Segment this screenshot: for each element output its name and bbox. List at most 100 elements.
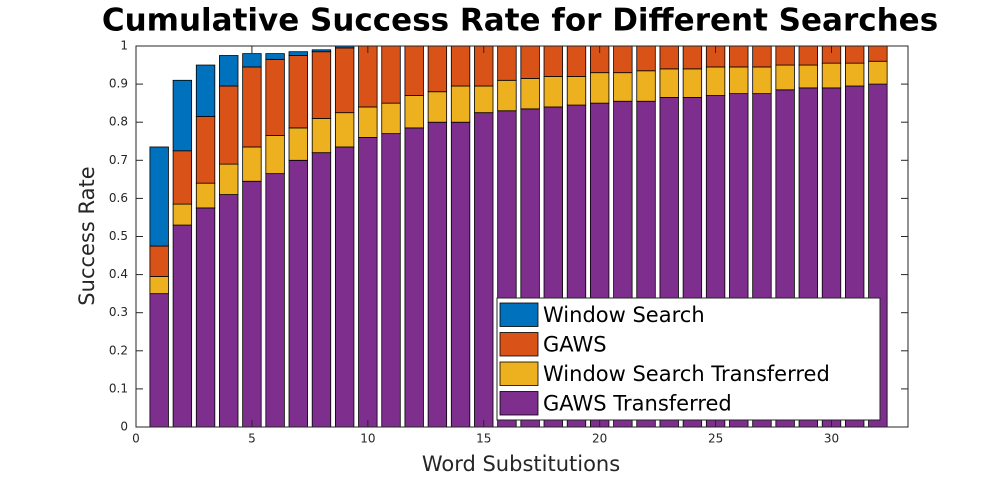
bar-segment [868,60,888,85]
bar-segment [613,72,633,102]
y-tick-label: 0.6 [109,191,128,205]
bar-segment [242,180,262,428]
x-tick-label: 0 [132,432,140,446]
bar-segment [265,173,285,428]
legend-label: GAWS Transferred [543,391,732,415]
bar-segment [288,127,308,161]
bar-segment [497,79,517,112]
bar-segment [566,45,587,77]
legend-label: Window Search [543,303,705,327]
bar-segment [543,76,563,108]
bar-segment [149,146,169,247]
bar-segment [242,146,262,182]
bar-segment [149,245,169,277]
legend-swatch [499,391,539,416]
bar-segment [427,121,448,428]
bar-segment [311,49,332,53]
bar-segment [219,55,239,87]
bar-segment [334,47,355,114]
bar-segment [682,45,703,70]
bar-segment [311,117,332,154]
y-tick-label: 0.9 [109,77,128,91]
bar-segment [427,91,448,123]
bar-segment [775,45,795,66]
bar-segment [172,150,193,205]
bar-segment [798,64,818,89]
bar-segment [242,53,262,68]
bar-segment [381,45,401,104]
bar-segment [358,137,378,428]
bar-segment [149,276,169,295]
x-tick-label: 15 [476,432,491,446]
bar-segment [195,182,216,209]
bar-segment [659,45,679,70]
y-tick-label: 0.7 [109,153,128,167]
legend-label: GAWS [543,332,607,356]
bar-segment [845,62,865,87]
bar-segment [288,55,308,129]
bar-segment [311,152,332,428]
bar-segment [288,159,308,428]
bar-segment [172,203,193,226]
x-tick-label: 30 [824,432,839,446]
bar-segment [729,66,749,95]
y-tick-label: 0.2 [109,343,128,357]
bar-segment [497,45,517,81]
bar-segment [613,45,633,74]
legend-label: Window Search Transferred [543,362,830,386]
bar-segment [589,72,610,104]
bar-segment [636,45,656,72]
bar-segment [427,45,448,93]
bar-segment [543,45,563,77]
bar-segment [752,45,772,68]
bar-segment [729,45,749,68]
bar-segment [265,58,285,136]
y-tick-label: 0.5 [109,229,128,243]
bar-segment [450,85,471,123]
bar-segment [195,64,216,117]
bar-segment [195,116,216,184]
bar-segment [474,85,494,114]
bar-segment [288,51,308,56]
y-tick-label: 0.3 [109,305,128,319]
chart-title: Cumulative Success Rate for Different Se… [102,3,938,39]
bar-segment [172,224,193,428]
bar-segment [636,70,656,102]
x-tick-label: 25 [708,432,723,446]
bar-segment [566,76,587,106]
bar-segment [219,163,239,195]
legend-swatch [499,361,539,386]
bar-segment [450,45,471,87]
bar-segment [821,62,842,89]
y-axis-label: Success Rate [75,166,99,305]
bar-segment [404,95,424,129]
y-tick-label: 0.4 [109,267,128,281]
bar-segment [219,85,239,165]
bar-segment [381,133,401,428]
y-tick-label: 1 [120,39,128,53]
bar-segment [219,194,239,428]
bar-segment [404,127,424,428]
bar-segment [404,45,424,96]
bar-segment [172,79,193,152]
bar-segment [334,112,355,148]
bar-segment [265,53,285,60]
legend-swatch [499,302,539,327]
bar-segment [752,66,772,95]
legend-box [496,297,881,421]
bar-segment [682,68,703,98]
bar-segment [242,66,262,148]
x-tick-label: 20 [592,432,607,446]
bar-segment [450,121,471,428]
legend-swatch [499,332,539,357]
bar-segment [520,45,540,79]
x-tick-label: 5 [248,432,256,446]
bar-segment [868,45,888,62]
y-tick-label: 0.1 [109,381,128,395]
bar-segment [149,293,169,428]
bar-segment [845,45,865,64]
y-tick-label: 0.8 [109,115,128,129]
y-tick-label: 0 [120,420,128,434]
bar-segment [195,207,216,428]
